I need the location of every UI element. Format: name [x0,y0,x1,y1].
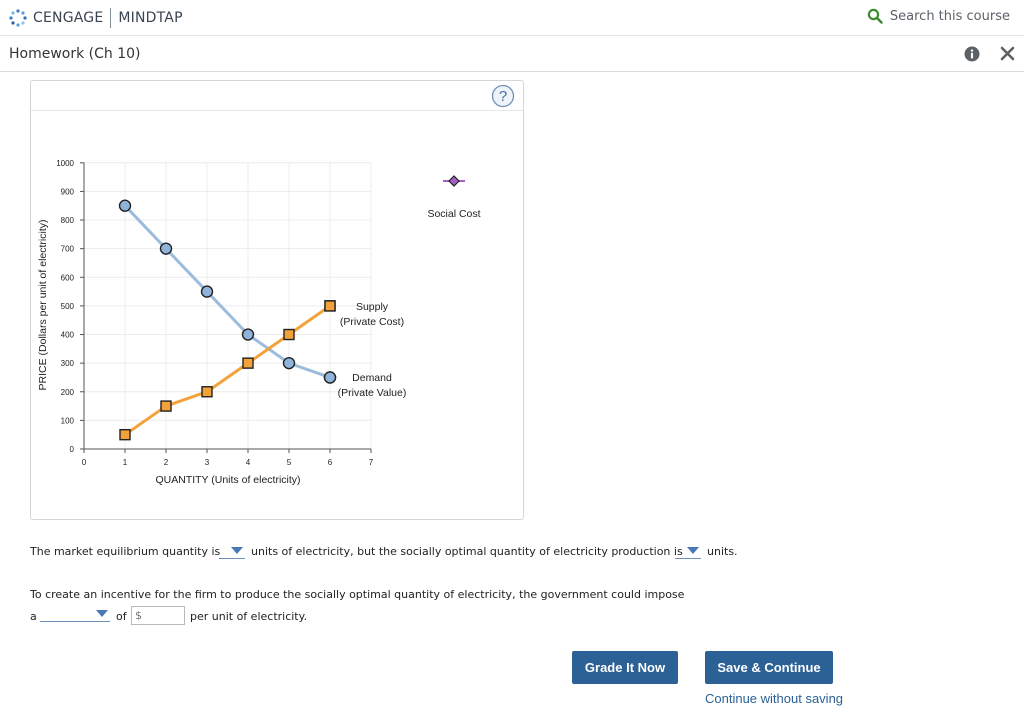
question-line3-of: of [116,610,127,623]
grid-layer [84,162,372,449]
supply-point [160,400,172,412]
continue-without-saving-link[interactable]: Continue without saving [705,691,844,706]
y-tick-label: 0 [70,445,75,454]
supply-point [119,428,131,441]
question-line3-after: per unit of electricity. [190,610,308,623]
supply-legend-marker [324,300,336,312]
demand-point [200,285,214,298]
top-bar: CENGAGE MINDTAP Search this course [0,0,1024,36]
y-tick-label: 800 [61,216,75,225]
optimal-quantity-dropdown[interactable] [675,543,701,559]
x-tick-label: 3 [205,458,210,467]
brand-mindtap: MINDTAP [118,10,183,26]
y-tick-label: 300 [61,359,75,368]
question-line2: To create an incentive for the firm to p… [30,588,685,601]
x-tick-label: 1 [123,458,128,467]
brand-divider [110,8,112,28]
chevron-down-icon [231,547,243,554]
x-tick-label: 7 [369,458,374,467]
question-line1-middle: units of electricity, but the socially o… [251,545,683,558]
help-icon[interactable]: ? [491,84,515,108]
graph-panel [30,80,524,520]
demand-label-line1: Demand [352,372,392,384]
x-tick-label: 2 [164,458,169,467]
y-tick-label: 1000 [56,159,74,168]
social-cost-tool[interactable] [443,175,465,187]
demand-point [241,328,255,341]
x-tick-label: 5 [287,458,292,467]
x-tick-label: 0 [82,458,87,467]
question-line3-a: a [30,610,37,623]
supply-point [201,386,213,398]
y-tick-label: 200 [61,388,75,397]
series-layer [118,199,337,441]
search-label: Search this course [889,8,1010,24]
question-line1-after: units. [707,545,738,558]
y-axis-label: PRICE (Dollars per unit of electricity) [37,220,49,391]
diamond-icon [448,175,460,187]
axis-layer: 0 100 200 300 400 500 600 700 800 900 1000 0 1 2 3 4 5 6 7 [56,159,374,467]
search-course[interactable]: Search this course [867,8,1010,24]
title-bar: Homework (Ch 10) [0,36,1024,72]
supply-label-line2: (Private Cost) [340,316,404,328]
question-line1-before: The market equilibrium quantity is [30,545,221,558]
policy-amount-input[interactable] [131,606,185,625]
grade-it-now-button[interactable]: Grade It Now [572,651,678,684]
series-line-square [124,304,331,436]
save-continue-button[interactable]: Save & Continue [705,651,833,684]
policy-type-dropdown[interactable] [40,606,110,622]
page-title: Homework (Ch 10) [9,46,141,62]
x-tick-label: 6 [328,458,333,467]
supply-point [242,357,254,369]
y-tick-label: 500 [61,302,75,311]
supply-point [283,328,295,341]
supply-label-line1: Supply [356,301,389,313]
equilibrium-quantity-dropdown[interactable] [219,543,245,559]
chevron-down-icon [687,547,699,554]
graph-panel-header [31,81,523,111]
y-tick-label: 400 [61,331,75,340]
economics-graph: 0 100 200 300 400 500 600 700 800 900 1000 0 1 2 3 4 5 6 7… [37,159,481,486]
y-tick-label: 600 [61,273,75,282]
info-icon[interactable] [964,46,980,62]
y-tick-label: 100 [61,416,75,425]
close-icon[interactable] [999,45,1016,62]
brand-cengage: CENGAGE [33,10,104,26]
y-tick-label: 700 [61,245,75,254]
demand-point [118,199,132,212]
brand-logo[interactable]: CENGAGE MINDTAP [8,7,183,29]
x-tick-label: 4 [246,458,251,467]
series-line-circle [123,204,331,379]
demand-legend-marker [323,371,337,384]
cengage-logo-icon [9,9,27,27]
chevron-down-icon [96,610,108,617]
search-icon [867,8,883,24]
social-cost-label: Social Cost [427,208,480,220]
y-tick-label: 900 [61,187,75,196]
x-axis-label: QUANTITY (Units of electricity) [155,474,300,486]
demand-label-line2: (Private Value) [338,387,407,399]
demand-point [159,242,173,255]
svg-text:?: ? [499,88,507,105]
demand-point [282,356,296,370]
